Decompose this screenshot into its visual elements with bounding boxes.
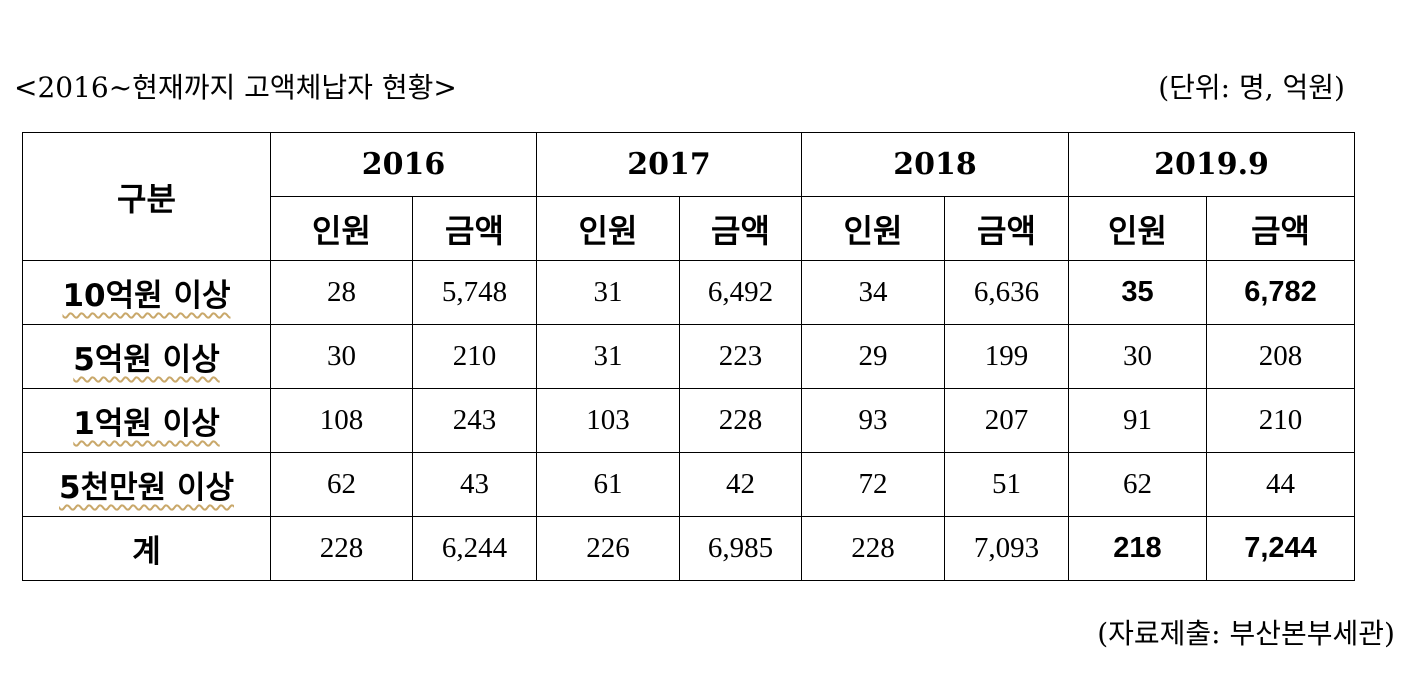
sub-header-count: 인원 [801, 196, 945, 261]
sub-header-amount: 금액 [412, 196, 537, 261]
table-row: 5천만원 이상 62 43 61 42 72 51 62 44 [22, 452, 1356, 517]
cell-count: 91 [1068, 388, 1207, 453]
cell-amount: 44 [1205, 452, 1356, 517]
cell-count: 72 [801, 452, 945, 517]
cell-amount: 199 [944, 324, 1069, 389]
cell-count: 61 [536, 452, 680, 517]
table-row: 5억원 이상 30 210 31 223 29 199 30 208 [22, 324, 1356, 389]
delinquent-taxpayers-table: 구분 2016 2017 2018 2019.9 인원 금액 인원 금액 인원 … [22, 132, 1356, 581]
total-row: 계 228 6,244 226 6,985 228 7,093 218 7,24… [22, 516, 1356, 581]
year-header: 2018 [801, 132, 1069, 197]
cell-amount: 210 [1205, 388, 1356, 453]
cell-count: 228 [801, 516, 945, 581]
sub-header-amount: 금액 [679, 196, 802, 261]
cell-amount: 5,748 [412, 260, 537, 325]
cell-amount: 210 [412, 324, 537, 389]
cell-amount: 243 [412, 388, 537, 453]
cell-count: 108 [270, 388, 413, 453]
cell-amount: 42 [679, 452, 802, 517]
cell-amount: 51 [944, 452, 1069, 517]
cell-count: 30 [1068, 324, 1207, 389]
row-label: 1억원 이상 [22, 388, 271, 453]
year-header-row: 구분 2016 2017 2018 2019.9 [22, 132, 1356, 261]
cell-amount: 6,636 [944, 260, 1069, 325]
table-caption: <2016~현재까지 고액체납자 현황> [14, 71, 457, 104]
year-header: 2019.9 [1067, 132, 1356, 197]
year-header: 2017 [536, 132, 802, 197]
cell-count: 29 [801, 324, 945, 389]
sub-header-count: 인원 [1068, 196, 1207, 261]
cell-amount: 207 [944, 388, 1069, 453]
cell-amount: 208 [1205, 324, 1356, 389]
cell-amount: 228 [679, 388, 802, 453]
cell-amount: 6,782 [1205, 260, 1356, 325]
total-label: 계 [22, 516, 271, 581]
year-header: 2016 [270, 132, 537, 197]
cell-count: 228 [270, 516, 413, 581]
cell-amount: 223 [679, 324, 802, 389]
cell-count: 62 [270, 452, 413, 517]
row-label: 5천만원 이상 [22, 452, 271, 517]
sub-header-amount: 금액 [1205, 196, 1356, 261]
cell-amount: 6,492 [679, 260, 802, 325]
sub-header-count: 인원 [270, 196, 413, 261]
cell-count: 31 [536, 324, 680, 389]
sub-header-amount: 금액 [944, 196, 1069, 261]
cell-amount: 6,244 [412, 516, 537, 581]
cell-count: 34 [801, 260, 945, 325]
cell-amount: 43 [412, 452, 537, 517]
source-note: (자료제출: 부산본부세관) [1097, 617, 1395, 650]
cell-amount: 7,093 [944, 516, 1069, 581]
cell-count: 218 [1068, 516, 1207, 581]
cell-count: 35 [1068, 260, 1207, 325]
cell-count: 226 [536, 516, 680, 581]
cell-amount: 7,244 [1205, 516, 1356, 581]
cell-count: 31 [536, 260, 680, 325]
cell-count: 103 [536, 388, 680, 453]
cell-count: 62 [1068, 452, 1207, 517]
row-label: 5억원 이상 [22, 324, 271, 389]
cell-count: 30 [270, 324, 413, 389]
sub-header-count: 인원 [536, 196, 680, 261]
unit-note: (단위: 명, 억원) [1158, 71, 1345, 104]
cell-count: 28 [270, 260, 413, 325]
cell-amount: 6,985 [679, 516, 802, 581]
table-row: 1억원 이상 108 243 103 228 93 207 91 210 [22, 388, 1356, 453]
corner-header: 구분 [22, 132, 271, 261]
row-label: 10억원 이상 [22, 260, 271, 325]
cell-count: 93 [801, 388, 945, 453]
table-row: 10억원 이상 28 5,748 31 6,492 34 6,636 35 6,… [22, 260, 1356, 325]
